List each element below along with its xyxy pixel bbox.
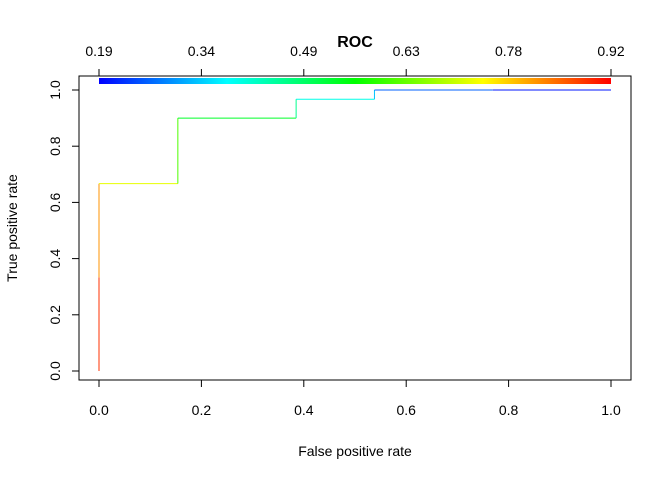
- top-tick-label: 0.92: [597, 43, 624, 59]
- x-tick-label: 0.8: [499, 402, 519, 418]
- x-tick-label: 1.0: [601, 402, 621, 418]
- y-tick-label: 0.8: [47, 136, 63, 156]
- top-tick-label: 0.49: [290, 43, 317, 59]
- x-tick-label: 0.4: [294, 402, 314, 418]
- x-axis: 0.0 0.2 0.4 0.6 0.8 1.0: [89, 379, 621, 418]
- y-tick-label: 1.0: [47, 80, 63, 100]
- chart-title: ROC: [337, 34, 373, 51]
- colorkey-bar: [99, 78, 611, 84]
- plot-frame: [78, 75, 632, 381]
- top-tick-label: 0.34: [188, 43, 215, 59]
- top-tick-label: 0.78: [495, 43, 522, 59]
- y-axis: 0.0 0.2 0.4 0.6 0.8 1.0: [47, 80, 80, 381]
- y-axis-title: True positive rate: [4, 174, 20, 282]
- colorkey: [99, 78, 611, 84]
- y-tick-label: 0.6: [47, 192, 63, 212]
- top-axis: 0.19 0.34 0.49 0.63 0.78 0.92: [85, 43, 625, 77]
- x-tick-label: 0.6: [396, 402, 416, 418]
- x-axis-title: False positive rate: [298, 443, 412, 459]
- top-tick-label: 0.19: [85, 43, 112, 59]
- x-tick-label: 0.2: [192, 402, 212, 418]
- x-tick-label: 0.0: [89, 402, 109, 418]
- roc-curve: [98, 89, 611, 371]
- top-tick-label: 0.63: [393, 43, 420, 59]
- y-tick-label: 0.0: [47, 361, 63, 381]
- y-tick-label: 0.2: [47, 305, 63, 325]
- y-tick-label: 0.4: [47, 249, 63, 269]
